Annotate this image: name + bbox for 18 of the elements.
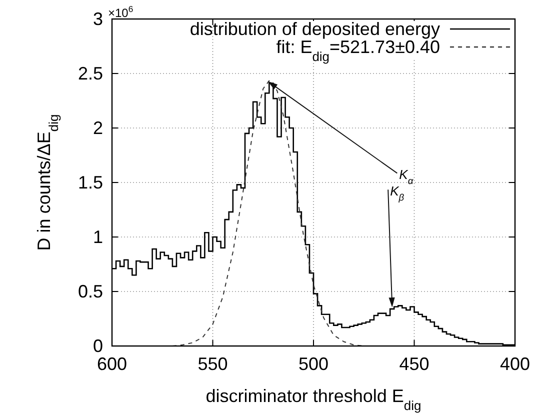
line-series: [172, 80, 364, 346]
x-axis-title: discriminator threshold E$_{dig}$: [206, 386, 422, 412]
y-tick-label: 1: [92, 227, 103, 247]
y-tick-label: 0.5: [78, 282, 103, 302]
legend-label: distribution of deposited energy: [190, 19, 440, 39]
annotation: K$_{β}$: [390, 184, 405, 203]
y-tick-label: 1.5: [78, 172, 103, 192]
y-tick-label: 3: [92, 9, 103, 29]
y-tick-label: 0: [92, 336, 103, 356]
y-tick-label: 2: [92, 118, 103, 138]
x-tick-label: 600: [96, 354, 128, 374]
x-tick-label: 450: [399, 354, 430, 374]
x-tick-label: 550: [198, 354, 228, 374]
x-tick-label: 500: [298, 354, 329, 374]
x-tick-label: 400: [500, 354, 530, 374]
annotation: K$_{α}$: [399, 167, 414, 186]
annotation: ×10$^{6}$: [108, 4, 134, 20]
y-tick-label: 2.5: [78, 64, 103, 84]
